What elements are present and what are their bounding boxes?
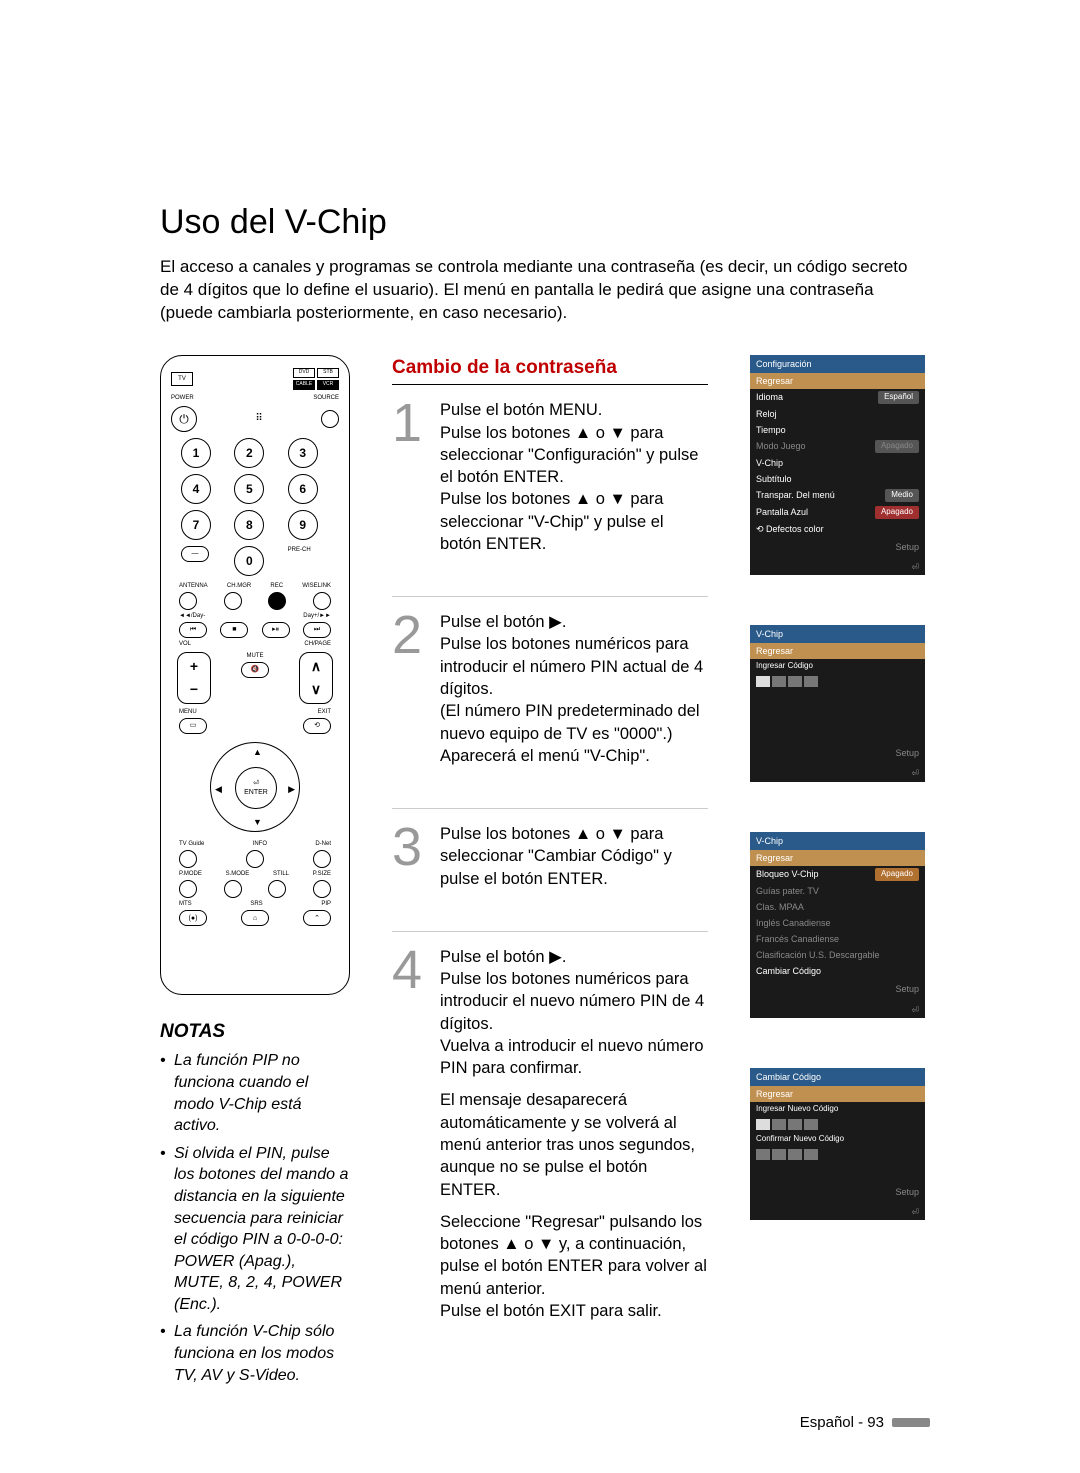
key-1: 1 [181,438,211,468]
key-7: 7 [181,510,211,540]
remote-dvd: DVD [293,368,315,378]
notes-list: La función PIP no funciona cuando el mod… [160,1050,350,1386]
step-number: 1 [392,399,430,448]
pre-ch-label: PRE-CH [288,546,329,554]
key-4: 4 [181,474,211,504]
osd-title: Cambiar Código [750,1068,925,1086]
key-dash: — [181,546,209,562]
intro-text: El acceso a canales y programas se contr… [160,256,930,325]
osd-title: V-Chip [750,625,925,643]
key-3: 3 [288,438,318,468]
key-8: 8 [234,510,264,540]
osd-cambiar-codigo: Cambiar Código Regresar Ingresar Nuevo C… [750,1068,925,1220]
left-column: TV DVD STB CABLE VCR POWER SOURCE ⏻ [160,355,350,1393]
exit-button: ⟲ [303,718,331,734]
osd-vchip-menu: V-Chip Regresar Bloqueo V-ChipApagadoGuí… [750,832,925,1018]
remote-tv-label: TV [171,372,193,386]
step-4: 4 Pulse el botón ▶. Pulse los botones nu… [392,946,708,1332]
osd-column: Configuración Regresar IdiomaEspañolRelo… [750,355,930,1393]
ch-rocker: ∧∨ [299,652,333,704]
remote-stb: STB [317,368,339,378]
osd-configuracion: Configuración Regresar IdiomaEspañolRelo… [750,355,925,575]
key-2: 2 [234,438,264,468]
source-button [321,410,339,428]
key-0: 0 [234,546,264,576]
menu-button: ▭ [179,718,207,734]
steps-column: Cambio de la contraseña 1 Pulse el botón… [392,355,708,1393]
remote-keypad: 1 2 3 4 5 6 7 8 9 — 0 PRE-CH [181,438,329,576]
remote-source-label: SOURCE [313,394,339,402]
step-number: 4 [392,946,430,995]
notes-heading: NOTAS [160,1019,350,1045]
osd-title: Configuración [750,355,925,373]
step-text: Pulse el botón MENU. Pulse los botones ▲… [440,399,708,555]
step-2: 2 Pulse el botón ▶. Pulse los botones nu… [392,611,708,767]
power-icon: ⏻ [171,406,197,432]
mute-icon: 🔇 [241,662,269,678]
remote-dpad: ▲ ▼ ◀ ▶ ⏎ENTER [210,742,300,832]
osd-vchip-pin: V-Chip Regresar Ingresar Código Setup⏎ [750,625,925,781]
step-text: Pulse los botones ▲ o ▼ para seleccionar… [440,823,708,890]
remote-cable: CABLE [293,380,315,390]
step-1: 1 Pulse el botón MENU. Pulse los botones… [392,399,708,555]
page-title: Uso del V-Chip [160,200,930,246]
step-text: Pulse el botón ▶. Pulse los botones numé… [440,946,708,1332]
remote-control-diagram: TV DVD STB CABLE VCR POWER SOURCE ⏻ [160,355,350,995]
step-number: 2 [392,611,430,660]
key-9: 9 [288,510,318,540]
note-item: La función PIP no funciona cuando el mod… [160,1050,350,1136]
page-footer: Español - 93 [800,1413,930,1433]
key-5: 5 [234,474,264,504]
main-layout: TV DVD STB CABLE VCR POWER SOURCE ⏻ [160,355,930,1393]
note-item: La función V-Chip sólo funciona en los m… [160,1321,350,1386]
step-text: Pulse el botón ▶. Pulse los botones numé… [440,611,708,767]
remote-power-label: POWER [171,394,194,402]
step-3: 3 Pulse los botones ▲ o ▼ para seleccion… [392,823,708,890]
step-number: 3 [392,823,430,872]
vol-rocker: +− [177,652,211,704]
osd-title: V-Chip [750,832,925,850]
key-6: 6 [288,474,318,504]
remote-vcr: VCR [317,380,339,390]
section-title: Cambio de la contraseña [392,355,708,386]
note-item: Si olvida el PIN, pulse los botones del … [160,1143,350,1316]
